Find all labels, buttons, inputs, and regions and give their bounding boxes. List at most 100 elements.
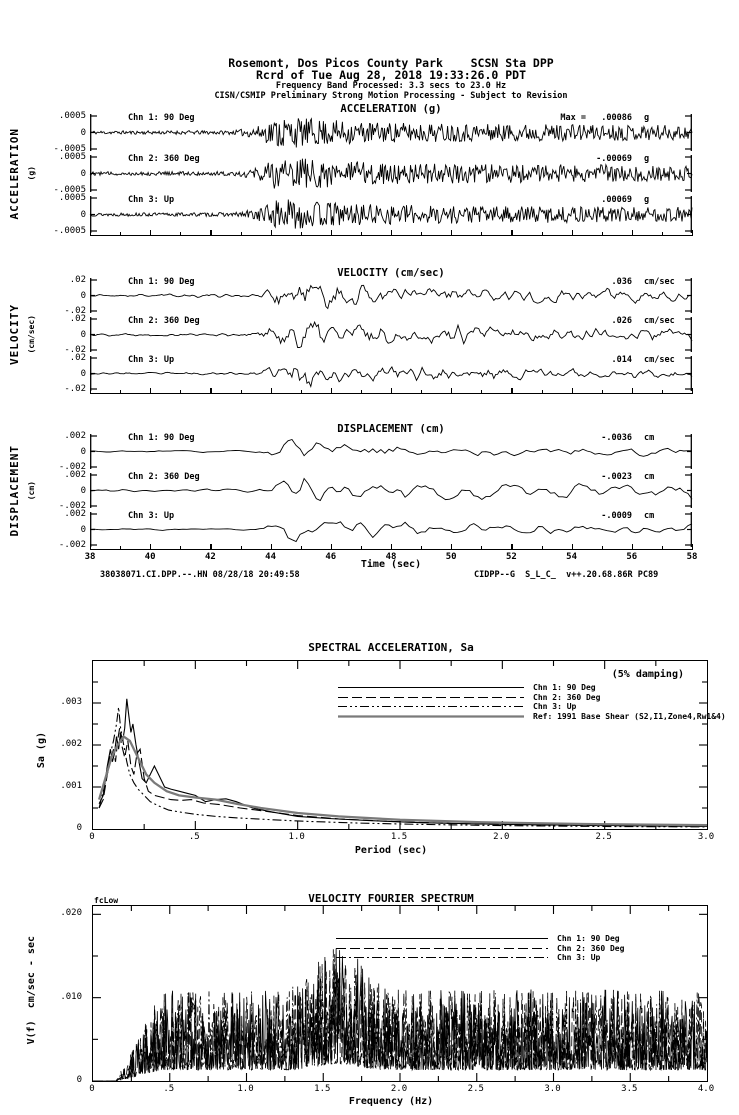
ytick-label: -.0005	[53, 226, 86, 236]
fourier-chart-title: VELOCITY FOURIER SPECTRUM	[308, 892, 474, 905]
time-axis-tick	[511, 230, 513, 236]
time-axis-tick	[692, 544, 694, 550]
displacement-panel-title: DISPLACEMENT (cm)	[337, 423, 445, 435]
ytick-label: -.002	[58, 540, 86, 550]
fourier-legend-row: Chn 1: 90 Deg	[336, 934, 620, 943]
time-axis-tick	[451, 388, 453, 394]
sa-legend-row: Chn 3: Up	[338, 702, 576, 711]
disp-chn2-trace	[89, 473, 693, 508]
time-axis-tick	[330, 230, 332, 236]
time-axis-tick	[360, 546, 362, 550]
time-tick-label: 50	[445, 552, 457, 562]
channel-label: Chn 1: 90 Deg	[128, 277, 195, 287]
time-axis-tick	[601, 546, 603, 550]
ytick-label: -.02	[64, 384, 86, 394]
peak-units: cm	[644, 433, 655, 443]
time-axis-tick	[180, 232, 182, 236]
fourier-x-tick-label: 2.0	[390, 1084, 408, 1094]
peak-units: g	[644, 154, 650, 164]
time-tick-label: 58	[686, 552, 698, 562]
time-axis-tick	[631, 388, 633, 394]
sa-legend-row: Chn 2: 360 Deg	[338, 693, 600, 702]
sa-x-tick-label: 2.5	[595, 832, 612, 842]
time-axis-tick	[90, 388, 92, 394]
velocity-time-axis	[90, 388, 694, 394]
acc-chn1-strip: .0005 0 -.0005 Chn 1: 90 Deg Max = .0008…	[53, 111, 693, 154]
time-axis-tick	[330, 388, 332, 394]
ytick-label: -.02	[64, 306, 86, 316]
time-axis-tick	[481, 390, 483, 394]
time-axis-tick	[120, 232, 122, 236]
time-axis-tick	[661, 546, 663, 550]
peak-value: .036	[611, 277, 632, 287]
sa-y-axis-title-text: Sa (g)	[35, 731, 47, 769]
fourier-y-axis-title-text: V(f) cm/sec - sec	[25, 935, 37, 1045]
time-axis-tick	[601, 390, 603, 394]
ytick-label: 0	[80, 368, 86, 379]
sa-x-tick-label: .5	[188, 832, 200, 842]
peak-units: cm/sec	[644, 316, 675, 326]
disp-chn2-strip: .002 0 -.002 Chn 2: 360 Deg -.0023 cm	[59, 470, 693, 511]
damping-note: (5% damping)	[611, 669, 684, 680]
time-axis-tick	[451, 230, 453, 236]
sa-legend-row: Ref: 1991 Base Shear (S2,I1,Zone4,Rw1&4)	[338, 712, 726, 721]
peak-units: cm	[644, 511, 655, 521]
velocity-panel-title: VELOCITY (cm/sec)	[337, 267, 445, 279]
time-tick-label: 52	[505, 552, 517, 562]
peak-units: cm	[644, 472, 655, 482]
time-axis-tick	[661, 232, 663, 236]
time-axis-tick	[330, 544, 332, 550]
peak-value: Max = .00086	[560, 113, 632, 123]
ytick-label: .002	[64, 431, 86, 441]
time-tick-label: 48	[385, 552, 397, 562]
ytick-label: 0	[80, 168, 86, 179]
acc-chn2-strip: .0005 0 -.0005 Chn 2: 360 Deg -.00069 g	[53, 152, 693, 195]
sa-y-tick-label: .001	[60, 781, 82, 791]
sa-y-tick-label: .002	[60, 739, 82, 749]
time-tick-label: 40	[144, 552, 156, 562]
fourier-x-tick-label: 1.5	[314, 1084, 331, 1094]
time-axis-tick	[240, 546, 242, 550]
ytick-label: .0005	[58, 152, 86, 162]
fourier-plot-canvas	[93, 906, 707, 1081]
time-axis-tick	[210, 544, 212, 550]
sa-legend-label: Chn 1: 90 Deg	[533, 683, 596, 692]
sa-legend-row: Chn 1: 90 Deg	[338, 683, 596, 692]
fourier-y-tick-label: .010	[60, 991, 82, 1002]
ytick-label: -.0005	[53, 185, 86, 195]
time-axis-tick	[391, 388, 393, 394]
channel-label: Chn 2: 360 Deg	[128, 316, 200, 326]
time-axis-tick	[240, 390, 242, 394]
time-axis-tick	[240, 232, 242, 236]
time-axis-tick-labels: 38 40 42 44 46 48 50 52 54 56 58	[85, 552, 698, 562]
ytick-label: 0	[80, 446, 86, 457]
acc-chn3-strip: .0005 0 -.0005 Chn 3: Up .00069 g	[53, 193, 693, 236]
time-axis-tick	[180, 546, 182, 550]
channel-label: Chn 1: 90 Deg	[128, 113, 195, 123]
peak-value: .026	[611, 316, 632, 326]
time-axis-tick	[300, 546, 302, 550]
fourier-x-tick-label: 2.5	[467, 1084, 484, 1094]
sa-legend-label: Chn 2: 360 Deg	[533, 692, 601, 702]
time-axis-tick	[180, 390, 182, 394]
time-axis-tick	[360, 232, 362, 236]
time-axis-tick	[421, 232, 423, 236]
time-axis-tick	[300, 390, 302, 394]
fourier-legend-row: Chn 2: 360 Deg	[336, 944, 624, 953]
ytick-label: .02	[69, 353, 86, 363]
time-axis-tick	[300, 232, 302, 236]
header-record-line: Rcrd of Tue Aug 28, 2018 19:33:26.0 PDT	[255, 68, 527, 82]
ytick-label: .002	[64, 509, 86, 519]
time-axis-tick	[270, 544, 272, 550]
fourier-x-axis-title: Frequency (Hz)	[348, 1096, 434, 1107]
fourier-x-tick-label: 1.0	[237, 1084, 254, 1094]
peak-value: -.0036	[601, 433, 632, 443]
sa-x-tick-label: 3.0	[697, 832, 715, 842]
header-band-line: Frequency Band Processed: 3.3 secs to 23…	[275, 81, 507, 91]
ytick-label: -.002	[58, 462, 86, 472]
disp-chn3-strip: .002 0 -.002 Chn 3: Up -.0009 cm	[59, 509, 693, 550]
velocity-panel: VELOCITY (cm/sec) VELOCITY (cm/sec) .02 …	[0, 267, 739, 411]
channel-label: Chn 1: 90 Deg	[128, 433, 195, 443]
sa-x-axis-title: Period (sec)	[354, 845, 428, 856]
